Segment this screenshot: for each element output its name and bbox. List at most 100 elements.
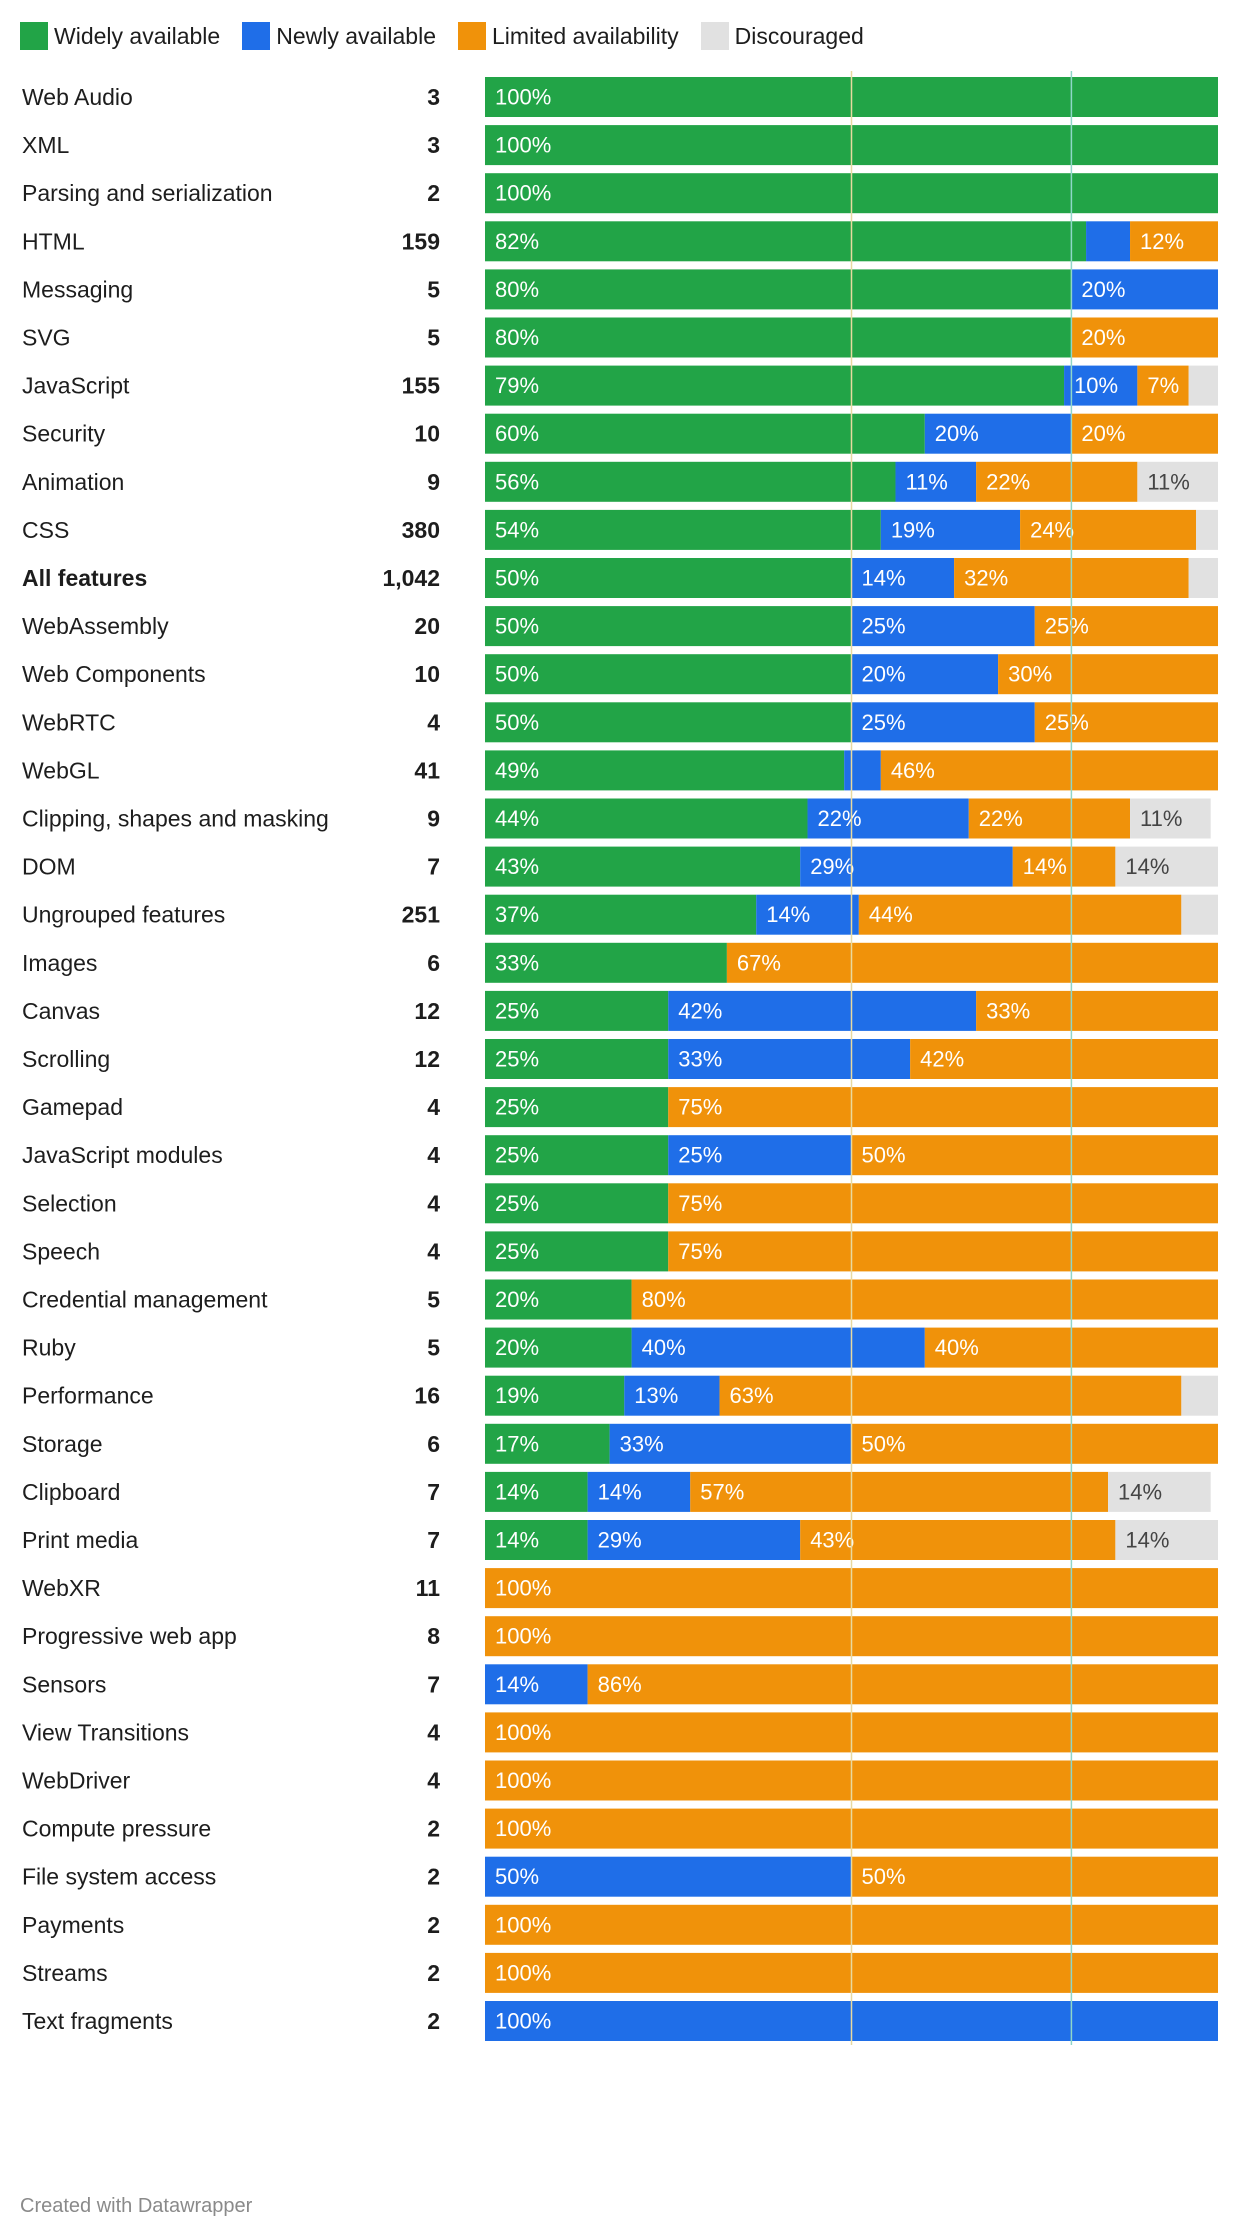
row-count-images: 6 [427,950,440,976]
bar-segment-file-system-access-newly [485,1856,852,1897]
data-label-webgl-limited: 46% [891,758,935,783]
data-label-webgl-widely: 49% [495,758,539,783]
bar-segment-performance-newly [624,1375,720,1416]
legend-item-discouraged: Discouraged [700,22,864,50]
row-count-gamepad: 4 [427,1094,440,1120]
bar-segment-print-media-widely [485,1520,588,1560]
row-label-xml: XML [22,132,70,158]
row-label-web-components: Web Components [22,661,206,687]
bar-segment-storage-widely [485,1423,610,1464]
data-label-all-features-widely: 50% [495,566,539,591]
bar-segment-webgl-widely [485,750,845,791]
data-label-file-system-access-limited: 50% [862,1864,906,1889]
row-label-svg: SVG [22,325,71,351]
data-label-ruby-limited: 40% [935,1335,979,1360]
row-label-clipboard: Clipboard [22,1479,120,1505]
data-label-webdriver-limited: 100% [495,1768,551,1793]
bar-segment-animation-widely [485,461,896,502]
bar-segment-webgl-limited [880,750,1218,791]
bar-segment-ruby-newly [631,1327,925,1368]
data-label-parsing-and-serialization-widely: 100% [495,181,551,206]
bar-segment-web-components-newly [851,654,999,695]
row-count-canvas: 12 [414,998,440,1024]
data-label-payments-limited: 100% [495,1912,551,1937]
legend-label-discouraged: Discouraged [734,22,864,49]
bar-segment-javascript-discouraged [1188,365,1218,406]
data-label-javascript-modules-widely: 25% [495,1143,539,1168]
data-label-performance-limited: 63% [730,1383,774,1408]
bar-segment-webassembly-widely [485,606,852,647]
data-label-javascript-modules-newly: 25% [678,1143,722,1168]
row-label-javascript: JavaScript [22,373,130,399]
row-label-all-features: All features [22,565,147,591]
data-label-images-widely: 33% [495,950,539,975]
row-label-compute-pressure: Compute pressure [22,1816,211,1842]
bar-segment-dom-discouraged [1115,846,1218,887]
bar-segment-javascript-widely [485,365,1065,406]
bar-segment-images-widely [485,942,727,983]
data-label-sensors-limited: 86% [598,1672,642,1697]
bar-segment-scrolling-widely [485,1039,669,1079]
bar-segment-messaging-widely [485,269,1072,310]
data-label-webrtc-limited: 25% [1045,710,1089,735]
bar-segment-clipping-shapes-and-masking-discouraged [1130,798,1211,839]
data-label-selection-limited: 75% [678,1191,722,1216]
bar-segment-ungrouped-features-discouraged [1181,894,1218,935]
row-label-sensors: Sensors [22,1671,106,1697]
bar-segment-clipboard-limited [690,1471,1109,1512]
row-label-text-fragments: Text fragments [22,2008,173,2034]
bar-segment-svg-widely [485,317,1072,358]
bar-segment-canvas-widely [485,990,669,1031]
row-count-webrtc: 4 [427,709,440,735]
data-label-javascript-limited: 7% [1147,373,1179,398]
bar-segment-clipboard-newly [587,1471,691,1512]
data-label-scrolling-newly: 33% [678,1047,722,1072]
bar-segment-selection-limited [668,1183,1218,1224]
bar-segment-webassembly-newly [851,606,1035,647]
bar-segment-scrolling-newly [668,1039,911,1079]
data-label-javascript-newly: 10% [1074,373,1118,398]
data-label-ruby-newly: 40% [642,1335,686,1360]
data-label-clipboard-limited: 57% [700,1479,744,1504]
bar-segment-ruby-widely [485,1327,632,1368]
data-label-messaging-newly: 20% [1081,277,1125,302]
row-label-messaging: Messaging [22,276,133,302]
legend-item-widely-available: Widely available [20,22,220,50]
bar-segment-gamepad-widely [485,1087,669,1128]
data-label-webassembly-widely: 50% [495,614,539,639]
data-label-security-limited: 20% [1081,421,1125,446]
row-label-streams: Streams [22,1960,108,1986]
data-label-dom-discouraged: 14% [1125,854,1169,879]
row-label-scrolling: Scrolling [22,1046,110,1072]
bar-segment-css-newly [880,509,1021,550]
legend-label-limited-availability: Limited availability [492,22,679,49]
data-label-ungrouped-features-widely: 37% [495,902,539,927]
bar-segment-javascript-limited [1137,365,1189,406]
data-label-css-widely: 54% [495,517,539,542]
footer-credit: Created with Datawrapper [20,2195,253,2217]
row-label-print-media: Print media [22,1527,139,1553]
data-label-credential-management-widely: 20% [495,1287,539,1312]
data-label-print-media-discouraged: 14% [1125,1528,1169,1553]
bar-segment-animation-limited [976,461,1138,502]
bar-segment-clipboard-discouraged [1108,1471,1211,1512]
data-label-all-features-limited: 32% [964,566,1008,591]
row-label-web-audio: Web Audio [22,84,133,110]
data-label-scrolling-widely: 25% [495,1047,539,1072]
bar-segment-canvas-limited [976,990,1218,1031]
data-label-javascript-modules-limited: 50% [862,1143,906,1168]
bar-segment-dom-limited [1012,846,1116,887]
data-label-html-limited: 12% [1140,229,1184,254]
bar-segment-security-widely [485,413,925,454]
bar-segment-images-limited [726,942,1218,983]
bar-segment-all-features-discouraged [1188,558,1218,598]
data-label-css-newly: 19% [891,517,935,542]
row-count-streams: 2 [427,1960,440,1986]
bar-segment-print-media-newly [587,1520,801,1560]
data-label-ruby-widely: 20% [495,1335,539,1360]
bar-segment-ungrouped-features-newly [756,894,859,935]
data-label-clipboard-discouraged: 14% [1118,1479,1162,1504]
bar-segment-credential-management-limited [631,1279,1218,1320]
data-label-streams-limited: 100% [495,1960,551,1985]
bar-segment-file-system-access-limited [851,1856,1218,1897]
